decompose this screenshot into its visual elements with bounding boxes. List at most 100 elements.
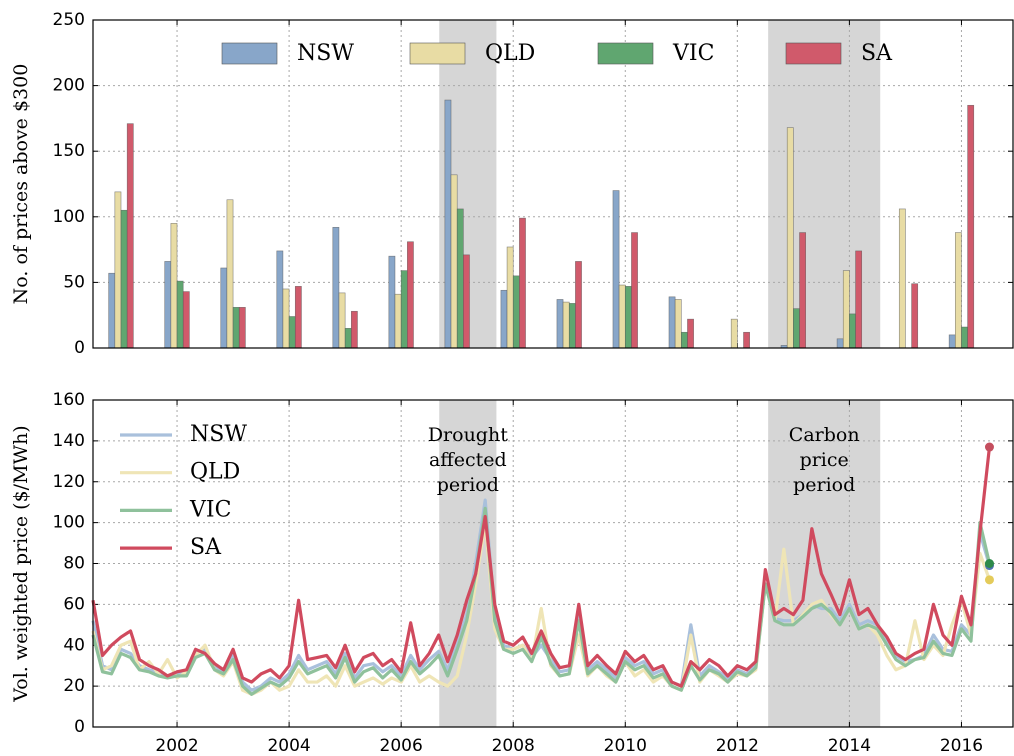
legend-patch [221,42,278,65]
legend-label: NSW [297,41,354,66]
legend-label: QLD [190,460,240,485]
x-tick-label: 2014 [828,736,871,756]
bar [743,331,750,349]
bar [519,217,526,349]
plot-frame [92,19,1014,349]
bar [332,226,340,349]
period-label: period [793,474,855,496]
y-tick-label: 150 [53,141,85,161]
end-marker [984,442,994,452]
end-marker [984,575,994,585]
legend-label: VIC [672,41,714,66]
count-panel: 0 50 100 150 200 250 No. of prices above $300 N… [10,10,1014,358]
y-axis-label: No. of prices above $300 [10,64,32,305]
bar [226,199,234,349]
y-tick-label: 100 [53,207,85,227]
bar [687,318,694,349]
price-line [91,506,992,696]
bar [512,275,520,349]
legend-label: VIC [189,497,231,522]
legend-patch [785,42,842,65]
bar [182,291,190,349]
bar [631,232,638,349]
bar [898,208,906,349]
y-tick-label: 250 [53,10,85,30]
period-label: Drought [428,424,508,446]
legend-patch [409,42,466,65]
bar [238,307,246,349]
bar [674,299,682,349]
legend-patch [597,42,654,65]
bar [799,232,806,349]
end-marker [984,559,994,568]
bar [176,280,184,349]
price-line [91,446,992,688]
bar [911,283,919,349]
bar [108,272,116,349]
bar [562,301,570,349]
bar [388,255,396,349]
bar [618,284,626,349]
y-tick-label: 60 [63,594,85,614]
price-panel: 0 20 40 60 80 100 120 140 160 2002 2004 2006 2008 201… [10,390,1014,756]
y-tick-label: 20 [63,676,85,696]
bar [961,326,968,349]
bar [681,331,688,349]
bar [338,292,346,349]
x-tick-label: 2016 [940,736,983,756]
bar [836,338,844,349]
y-tick-label: 80 [63,554,85,574]
x-tick-label: 2010 [604,736,647,756]
bar [294,286,302,349]
bar [842,270,850,349]
bar [450,174,458,349]
x-tick-label: 2006 [380,736,423,756]
bar [400,270,408,349]
bar [668,296,676,349]
bar [730,318,738,349]
bar [288,316,296,349]
y-axis-label: Vol. weighted price ($/MWh) [10,425,32,702]
legend-label: NSW [190,422,247,447]
period-label: period [437,474,499,496]
bar [793,308,800,349]
bar [948,334,956,349]
bar [444,99,452,349]
shaded-period [768,20,881,348]
bar [407,241,414,349]
bar [350,310,358,349]
legend-label: SA [861,41,893,66]
bar [849,313,856,349]
bar [954,232,962,349]
y-tick-label: 120 [53,472,85,492]
bar [556,299,564,349]
period-label: price [800,449,849,471]
x-tick-label: 2008 [492,736,535,756]
y-tick-label: 140 [53,431,85,451]
bar [500,289,508,349]
x-tick-label: 2012 [716,736,759,756]
y-tick-label: 100 [53,513,85,533]
period-label: Carbon [789,424,860,446]
bar [855,250,863,349]
legend-label: SA [190,535,222,560]
bar [120,209,128,349]
period-label: affected [429,449,507,471]
y-tick-label: 50 [63,272,85,292]
bar [967,104,975,349]
plot-frame [92,399,1014,728]
bar [344,328,352,349]
legend-label: QLD [485,41,535,66]
bar [282,288,290,349]
bar [164,261,172,349]
bar [575,261,582,349]
bar [114,191,122,349]
bar [786,127,794,349]
bar [220,267,228,349]
bar [394,293,402,349]
bar [568,303,576,349]
y-tick-label: 160 [53,390,85,410]
bar [276,250,284,349]
y-tick-label: 0 [74,338,85,358]
